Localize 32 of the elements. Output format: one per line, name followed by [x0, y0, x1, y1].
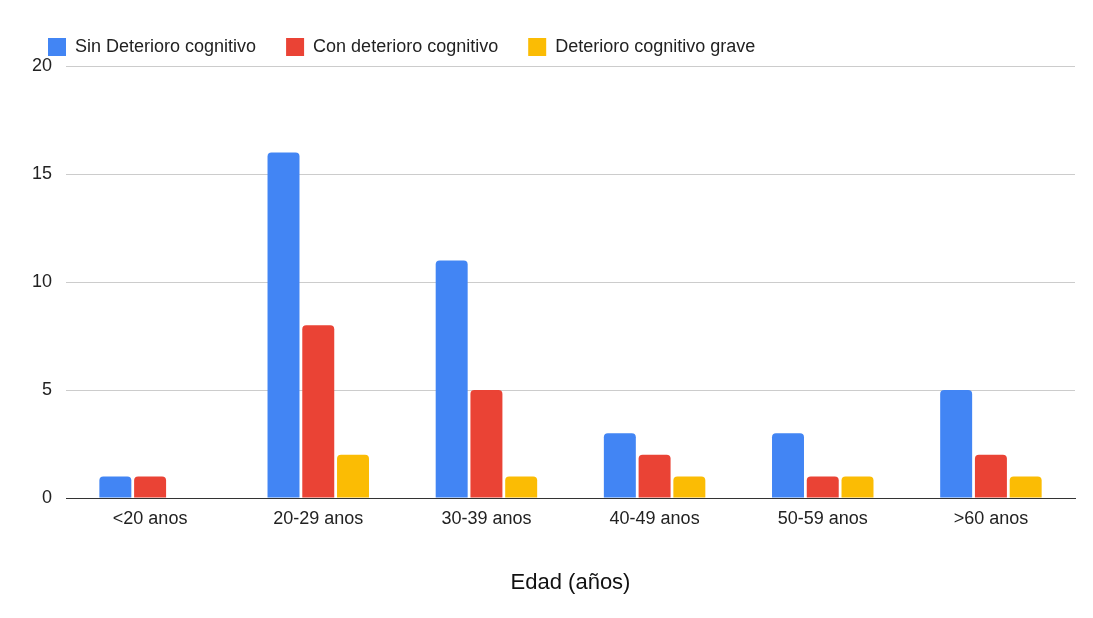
bar: [267, 152, 300, 498]
bar: [505, 476, 538, 498]
bar: [99, 476, 132, 498]
x-tick-label: 40-49 anos: [609, 507, 700, 528]
bar: [638, 454, 671, 498]
bar: [772, 433, 804, 498]
bar: [302, 325, 335, 498]
bar: [134, 476, 167, 498]
bar: [603, 433, 636, 498]
bar: [841, 476, 874, 498]
bar: [806, 476, 839, 498]
bar: [435, 260, 468, 498]
x-axis-title: Edad (años): [510, 568, 631, 594]
bar: [940, 390, 973, 498]
legend-label: Deterioro cognitivo grave: [555, 35, 756, 56]
y-tick-label: 15: [31, 162, 53, 183]
legend-label: Sin Deterioro cognitivo: [75, 35, 257, 56]
legend-label: Con deterioro cognitivo: [313, 35, 499, 56]
y-tick-label: 20: [31, 54, 53, 75]
y-tick-label: 10: [31, 270, 53, 291]
x-tick-label: 50-59 anos: [777, 507, 868, 528]
bar: [673, 476, 706, 498]
bar: [337, 454, 370, 498]
bar: [1009, 476, 1042, 498]
x-tick-label: <20 anos: [112, 507, 188, 528]
bar: [470, 390, 503, 498]
bar: [974, 454, 1007, 498]
x-tick-label: >60 anos: [953, 507, 1029, 528]
x-tick-label: 20-29 anos: [273, 507, 364, 528]
y-tick-label: 5: [42, 378, 53, 399]
x-tick-label: 30-39 anos: [441, 507, 532, 528]
y-tick-label: 0: [42, 486, 53, 507]
